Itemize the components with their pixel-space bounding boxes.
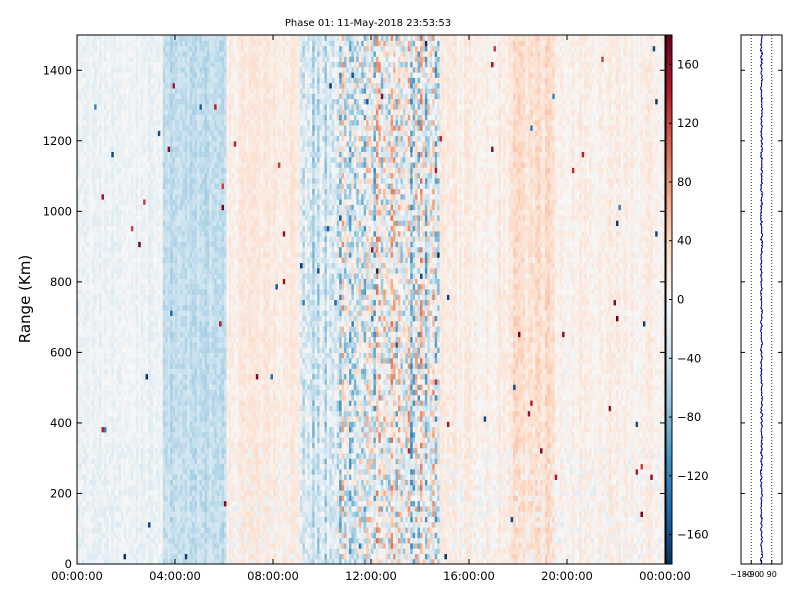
heatmap-cells <box>77 35 666 565</box>
chart-title: Phase 01: 11-May-2018 23:53:53 <box>285 18 451 29</box>
